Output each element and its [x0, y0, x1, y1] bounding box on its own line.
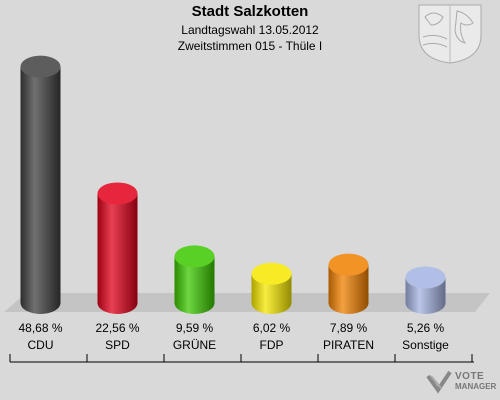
- bar-cap-cdu: [20, 55, 61, 78]
- chart-title: Stadt Salzkotten: [191, 3, 309, 20]
- bar-cap-sonstige: [405, 266, 446, 289]
- category-label: PIRATEN: [323, 338, 374, 352]
- bar-spd: [97, 193, 138, 314]
- chart-subtitle-2: Zweitstimmen 015 - Thüle I: [177, 39, 323, 53]
- vote-check-icon: [426, 370, 452, 394]
- labels: 48,68 % CDU 22,56 % SPD 9,59 % GRÜNE 6,02 % FDP…: [9, 321, 474, 363]
- bar-cdu: [20, 66, 61, 314]
- category-label: Sonstige: [402, 338, 449, 352]
- bar-cap-spd: [97, 182, 138, 205]
- value-label: 22,56 %: [95, 321, 139, 335]
- votemanager-logo: VOTE MANAGER: [425, 369, 500, 397]
- bars: [20, 55, 446, 314]
- category-label: SPD: [105, 338, 130, 352]
- logo-text-manager: MANAGER: [455, 382, 497, 391]
- bar-fdp: [251, 273, 292, 314]
- category-label: GRÜNE: [173, 338, 216, 352]
- logo-text-vote: VOTE: [455, 371, 485, 382]
- value-label: 5,26 %: [407, 321, 445, 335]
- value-label: 6,02 %: [253, 321, 291, 335]
- value-label: 48,68 %: [18, 321, 62, 335]
- value-label: 7,89 %: [330, 321, 368, 335]
- chart-subtitle: Landtagswahl 13.05.2012: [181, 23, 319, 37]
- value-label: 9,59 %: [176, 321, 214, 335]
- category-label: FDP: [260, 338, 284, 352]
- coat-of-arms-icon: [418, 4, 482, 64]
- bar-grüne: [174, 256, 215, 314]
- bar-cap-grüne: [174, 245, 215, 268]
- bar-cap-fdp: [251, 262, 292, 285]
- bar-cap-piraten: [328, 253, 369, 276]
- category-label: CDU: [28, 338, 54, 352]
- bar-piraten: [328, 264, 369, 314]
